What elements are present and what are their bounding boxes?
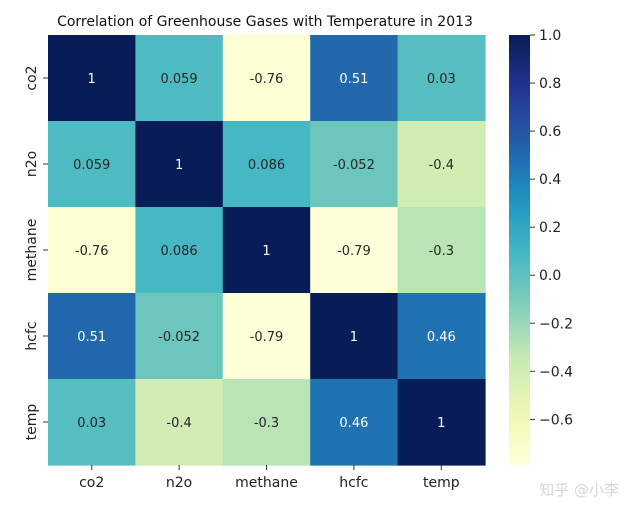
- cell-value-label: 0.03: [427, 72, 456, 87]
- heatmap-cell: [222, 379, 311, 466]
- heatmap-cell: [222, 207, 311, 294]
- y-tick-label: co2: [24, 65, 40, 90]
- cell-value-label: -0.4: [429, 158, 454, 173]
- cell-value-label: 0.059: [73, 158, 110, 173]
- heatmap-cell: [397, 121, 486, 208]
- colorbar-gradient: [509, 35, 530, 465]
- cell-value-label: -0.76: [250, 72, 284, 87]
- heatmap-cell: [135, 207, 224, 294]
- heatmap-cell: [310, 379, 399, 466]
- heatmap-cell: [135, 121, 224, 208]
- cell-value-label: -0.79: [250, 330, 284, 345]
- heatmap-cell: [48, 35, 136, 122]
- heatmap-cell: [48, 207, 136, 294]
- cell-value-label: 1: [262, 244, 270, 259]
- y-tick-label: n2o: [24, 151, 40, 177]
- cell-value-label: -0.4: [166, 416, 191, 431]
- cell-value-label: 0.46: [427, 330, 456, 345]
- heatmap-grid: 1 0.059 -0.76 0.51 0.03 0.059 1 0.086 -0.052 -0.4…: [48, 35, 486, 466]
- heatmap-cell: [48, 379, 136, 466]
- heatmap-cell: [397, 379, 486, 466]
- heatmap-cell: [48, 121, 136, 208]
- cell-value-label: -0.052: [158, 330, 200, 345]
- cell-value-label: -0.3: [429, 244, 454, 259]
- cell-value-label: 0.059: [160, 72, 197, 87]
- x-axis: co2 n2o methane hcfc temp: [79, 465, 460, 491]
- colorbar-tick-label: 0.4: [539, 172, 561, 188]
- colorbar-tick-label: −0.6: [539, 412, 573, 428]
- y-tick-label: hcfc: [24, 321, 40, 350]
- heatmap-cell: [397, 293, 486, 380]
- x-tick-label: hcfc: [339, 475, 368, 491]
- heatmap-cell: [397, 35, 486, 122]
- cell-value-label: 0.51: [77, 330, 106, 345]
- cell-value-label: 0.086: [248, 158, 285, 173]
- cell-value-label: -0.76: [75, 244, 109, 259]
- colorbar-tick-label: 0.6: [539, 124, 561, 140]
- watermark: 知乎 @小李: [539, 481, 619, 499]
- cell-value-label: -0.052: [333, 158, 375, 173]
- cell-value-label: 0.46: [339, 416, 368, 431]
- colorbar: 1.0 0.8 0.6 0.4 0.2 0.0 −0.2 −0.4 −0.6: [509, 28, 573, 465]
- colorbar-tick-label: 0.0: [539, 268, 561, 284]
- x-tick-label: methane: [235, 475, 298, 491]
- heatmap-cell: [135, 379, 224, 466]
- colorbar-tick-label: 1.0: [539, 28, 561, 44]
- heatmap-cell: [48, 293, 136, 380]
- heatmap-cell: [397, 207, 486, 294]
- colorbar-tick-label: −0.2: [539, 316, 573, 332]
- cell-value-label: 1: [175, 158, 183, 173]
- x-tick-label: co2: [79, 475, 104, 491]
- heatmap-cell: [310, 207, 399, 294]
- heatmap-cell: [310, 293, 399, 380]
- heatmap-cell: [222, 293, 311, 380]
- chart-title: Correlation of Greenhouse Gases with Tem…: [57, 14, 473, 30]
- x-tick-label: temp: [423, 475, 460, 491]
- cell-value-label: 1: [437, 416, 445, 431]
- heatmap-cell: [310, 35, 399, 122]
- cell-value-label: 0.51: [339, 72, 368, 87]
- x-tick-label: n2o: [166, 475, 192, 491]
- cell-value-label: -0.79: [337, 244, 371, 259]
- colorbar-tick-label: −0.4: [539, 364, 573, 380]
- y-axis: co2 n2o methane hcfc temp: [24, 65, 48, 440]
- colorbar-tick-label: 0.2: [539, 220, 561, 236]
- cell-value-label: 0.03: [77, 416, 106, 431]
- cell-value-label: 1: [88, 72, 96, 87]
- heatmap-cell: [135, 35, 224, 122]
- heatmap-cell: [222, 121, 311, 208]
- cell-value-label: 1: [350, 330, 358, 345]
- heatmap-cell: [310, 121, 399, 208]
- cell-value-label: -0.3: [254, 416, 279, 431]
- heatmap-cell: [222, 35, 311, 122]
- colorbar-tick-label: 0.8: [539, 76, 561, 92]
- y-tick-label: temp: [24, 404, 40, 441]
- y-tick-label: methane: [24, 219, 40, 282]
- cell-value-label: 0.086: [160, 244, 197, 259]
- heatmap-cell: [135, 293, 224, 380]
